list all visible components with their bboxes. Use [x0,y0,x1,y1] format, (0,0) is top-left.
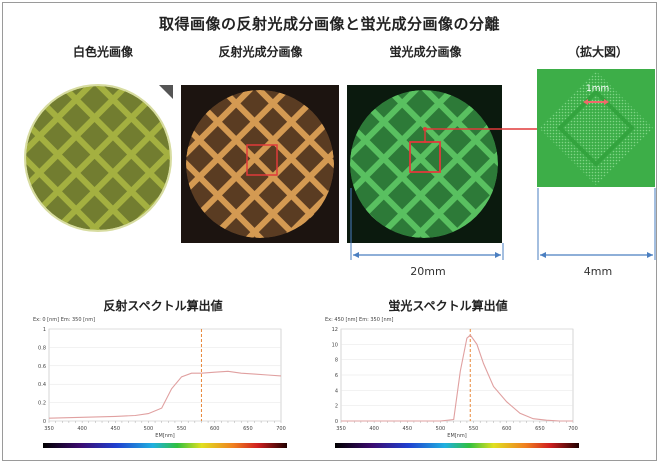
x-tick-label: 700 [276,426,286,432]
y-tick-label: 0.4 [38,382,46,388]
fluor-chart: Ex: 450 [nm] Em: 350 [nm] 0 2 4 6 8 10 12 350 400… [325,317,579,448]
reflect-chart: Ex: 0 [nm] Em: 350 [nm] 0 0.2 0.4 0.6 0.8 1 350… [33,317,287,448]
reflect-chart-title: 反射スペクトル算出値 [103,299,223,313]
white-light-image [24,84,173,232]
y-tick-label: 6 [335,373,338,379]
spectrum-color-bar [43,443,287,448]
y-tick-label: 0 [335,419,338,425]
y-tick-label: 8 [335,358,338,364]
white-light-label: 白色光画像 [72,45,133,59]
reflection-image [181,85,339,243]
y-tick-label: 0.2 [38,401,46,407]
y-tick-label: 0 [43,419,46,425]
spectrum-color-bar [335,443,579,448]
x-tick-label: 650 [535,426,545,432]
x-tick-label: 600 [502,426,512,432]
zoom-image [537,69,655,187]
x-tick-label: 700 [568,426,578,432]
x-axis-label: EM[nm] [447,433,466,439]
dimension-lines [350,188,656,260]
y-tick-label: 2 [335,404,338,410]
x-tick-label: 500 [144,426,154,432]
reflection-label: 反射光成分画像 [218,45,303,59]
x-tick-label: 400 [77,426,87,432]
fluorescence-image [347,85,502,243]
x-tick-label: 500 [436,426,446,432]
spectrum-line [48,370,282,419]
y-tick-label: 0.6 [38,364,46,370]
x-tick-label: 550 [177,426,187,432]
spectrum-line [341,334,573,422]
y-tick-label: 1 [43,327,46,333]
y-tick-label: 10 [332,342,338,348]
y-tick-label: 12 [332,327,338,333]
x-tick-label: 550 [469,426,479,432]
zoom-connector [423,127,537,143]
x-tick-label: 400 [369,426,379,432]
zoom-scale-label: 1mm [586,84,610,94]
chart-header-note: Ex: 0 [nm] Em: 350 [nm] [33,317,95,323]
figure-title: 取得画像の反射光成分画像と蛍光成分画像の分離 [158,15,500,33]
reflection-highlight-box [246,144,278,176]
fluor-chart-title: 蛍光スペクトル算出値 [388,299,508,313]
zoom-label: （拡大図） [567,45,628,59]
x-tick-label: 600 [210,426,220,432]
y-tick-label: 0.8 [38,345,46,351]
width-label-zoom: 4mm [583,265,613,278]
x-tick-label: 450 [111,426,121,432]
plot-area [48,328,282,422]
x-tick-label: 650 [243,426,253,432]
x-tick-label: 350 [44,426,54,432]
y-tick-label: 4 [335,388,338,394]
chart-header-note: Ex: 450 [nm] Em: 350 [nm] [325,317,393,323]
width-label-main: 20mm [410,265,446,278]
x-tick-label: 350 [336,426,346,432]
x-axis-label: EM[nm] [155,433,174,439]
fluorescence-label: 蛍光成分画像 [389,45,462,59]
x-tick-label: 450 [403,426,413,432]
